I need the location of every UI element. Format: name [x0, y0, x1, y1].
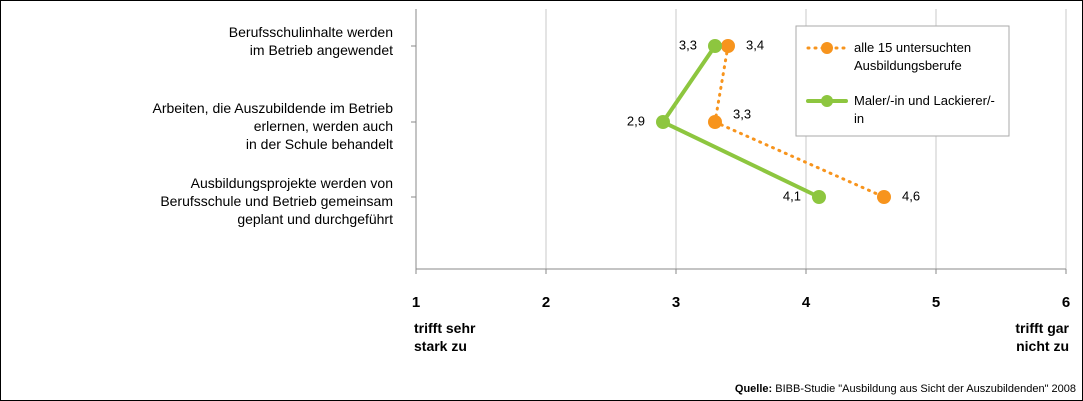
source-text: BIBB-Studie "Ausbildung aus Sicht der Au… [775, 383, 1076, 395]
data-label: 3,3 [679, 37, 697, 52]
data-label: 4,1 [783, 188, 801, 203]
data-point [812, 190, 826, 204]
x-tick-label: 4 [802, 294, 811, 311]
category-label: Ausbildungsprojekte werden von Berufssch… [160, 175, 393, 227]
x-min-label: trifft sehr stark zu [414, 320, 476, 354]
legend-marker [821, 42, 833, 54]
x-tick-label: 3 [672, 294, 680, 311]
category-label: Arbeiten, die Auszubildende im Betrieb e… [152, 100, 393, 152]
source: Quelle: BIBB-Studie "Ausbildung aus Sich… [735, 383, 1076, 396]
data-point [877, 190, 891, 204]
x-tick-label: 5 [932, 294, 940, 311]
x-tick-label: 6 [1062, 294, 1070, 311]
x-max-label: trifft gar nicht zu [1015, 320, 1069, 354]
x-tick-label: 1 [412, 294, 420, 311]
data-point [708, 115, 722, 129]
data-label: 2,9 [627, 113, 645, 128]
source-label: Quelle: [734, 383, 773, 395]
legend-label: alle 15 untersuchten Ausbildungsberufe [854, 40, 972, 73]
data-point [708, 39, 722, 53]
category-label: Berufsschulinhalte werden im Betrieb ang… [228, 24, 393, 58]
data-label: 3,4 [746, 37, 764, 52]
data-point [721, 39, 735, 53]
legend-marker [821, 95, 833, 107]
legend-label: Maler/-in und Lackierer/-in [854, 93, 995, 126]
x-tick-label: 2 [542, 294, 550, 311]
data-point [656, 115, 670, 129]
data-label: 4,6 [902, 188, 920, 203]
data-label: 3,3 [733, 106, 751, 121]
